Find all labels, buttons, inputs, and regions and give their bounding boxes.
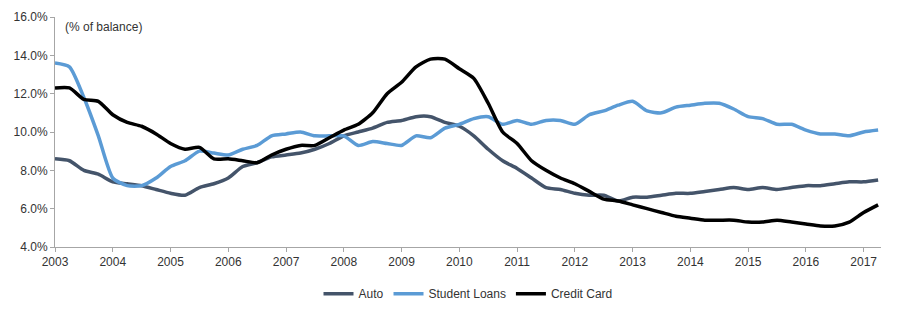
svg-text:2007: 2007 [273,255,300,269]
svg-text:2009: 2009 [388,255,415,269]
svg-text:Credit Card: Credit Card [551,287,612,301]
svg-text:2011: 2011 [504,255,530,269]
svg-text:8.0%: 8.0% [20,164,48,178]
svg-text:16.0%: 16.0% [14,10,48,24]
svg-text:2006: 2006 [215,255,242,269]
svg-text:2014: 2014 [677,255,704,269]
svg-text:12.0%: 12.0% [14,87,48,101]
svg-text:14.0%: 14.0% [14,49,48,63]
svg-text:2005: 2005 [157,255,184,269]
svg-text:2017: 2017 [850,255,877,269]
svg-text:2003: 2003 [42,255,69,269]
svg-text:2015: 2015 [735,255,762,269]
svg-text:2008: 2008 [330,255,357,269]
svg-text:2013: 2013 [619,255,646,269]
svg-text:6.0%: 6.0% [20,202,48,216]
svg-text:(% of balance): (% of balance) [65,20,142,34]
svg-text:Auto: Auto [359,287,384,301]
svg-text:4.0%: 4.0% [20,240,48,254]
svg-text:2012: 2012 [562,255,589,269]
svg-text:2010: 2010 [446,255,473,269]
svg-text:2016: 2016 [793,255,820,269]
svg-text:Student Loans: Student Loans [429,287,506,301]
svg-text:10.0%: 10.0% [14,125,48,139]
svg-text:2004: 2004 [99,255,126,269]
